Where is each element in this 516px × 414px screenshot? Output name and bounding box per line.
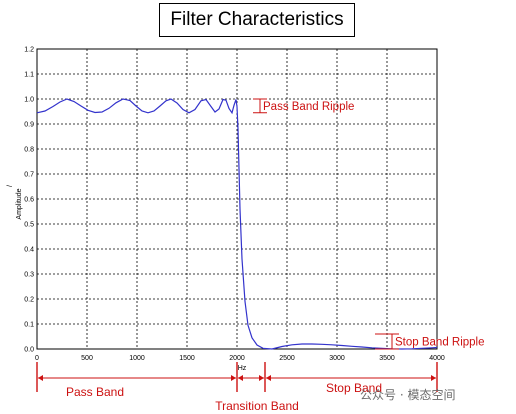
x-tick-label: 2500 [279,355,295,362]
y-axis-label: Amplitude [16,188,23,219]
transition-label: Transition Band [215,399,299,413]
x-tick-label: 1500 [179,355,195,362]
x-tick-labels: 0 500 1000 1500 2000 2500 3000 3500 4000 [35,355,445,362]
band-arrowhead [431,375,436,381]
y-tick-labels: 0.0 0.1 0.2 0.3 0.4 0.5 0.6 0.7 0.8 0.9 1.0 1.1 1.2 [24,47,34,354]
y-tick-label: 0.7 [24,172,34,179]
passband-ripple-label: Pass Band Ripple [263,101,354,113]
watermark: 公众号 · 模态空间 [360,388,456,402]
band-arrowhead [266,375,271,381]
x-tick-label: 3000 [329,355,345,362]
y-tick-label: 0.0 [24,347,34,354]
x-axis-label: Hz [238,365,247,372]
y-tick-label: 0.8 [24,147,34,154]
y-tick-label: 0.2 [24,297,34,304]
y-tick-label: 0.6 [24,197,34,204]
grid-lines [37,49,437,349]
y-axis-label-top: / [7,185,14,187]
y-tick-label: 0.5 [24,222,34,229]
y-tick-label: 1.1 [24,72,34,79]
band-arrowhead [38,375,43,381]
band-arrowhead [231,375,236,381]
stopband-ripple-label: Stop Band Ripple [395,337,485,349]
y-tick-label: 1.2 [24,47,34,54]
x-tick-label: 500 [81,355,93,362]
chart-title: Filter Characteristics [159,3,355,37]
stopband-label: Stop Band [326,381,382,395]
y-tick-label: 0.9 [24,122,34,129]
y-tick-label: 0.3 [24,272,34,279]
x-tick-label: 4000 [429,355,445,362]
x-tick-label: 0 [35,355,39,362]
band-arrowhead [259,375,264,381]
y-tick-label: 0.1 [24,322,34,329]
y-tick-label: 1.0 [24,97,34,104]
annotations: Pass Band Ripple Stop Band Ripple Pass Ban… [36,98,485,413]
y-tick-label: 0.4 [24,247,34,254]
x-tick-label: 3500 [379,355,395,362]
x-tick-label: 2000 [229,355,245,362]
x-tick-label: 1000 [129,355,145,362]
passband-label: Pass Band [66,385,124,399]
band-arrowhead [238,375,243,381]
series-line [36,98,438,350]
